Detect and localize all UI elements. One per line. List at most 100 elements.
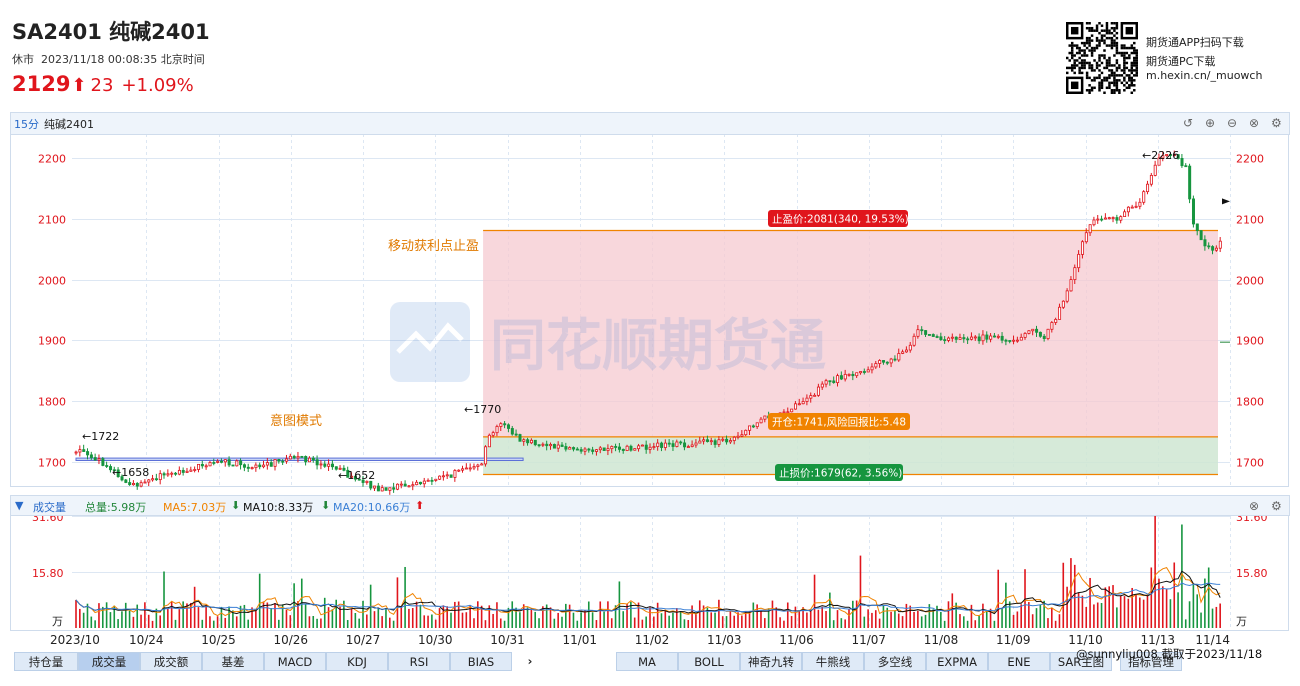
tab-3[interactable]: 成交额 — [140, 652, 202, 671]
period-selector[interactable]: 15分 — [14, 118, 39, 131]
promo-url[interactable]: m.hexin.cn/_muowch — [1146, 69, 1263, 82]
candle-body — [675, 441, 679, 447]
candle — [308, 456, 312, 463]
indicator-tab-9[interactable]: 指标管理 — [1120, 652, 1182, 671]
candle — [231, 464, 235, 467]
qr-module — [1128, 56, 1131, 60]
tab-2[interactable]: 成交量 — [78, 652, 140, 671]
qr-module — [1125, 46, 1129, 50]
undo-icon[interactable]: ↺ — [1183, 116, 1194, 130]
close-icon[interactable]: ⊗ — [1249, 116, 1260, 130]
candle — [1165, 154, 1169, 157]
qr-module — [1090, 51, 1094, 55]
qr-module — [1125, 51, 1129, 55]
qr-module — [1133, 46, 1136, 50]
qr-module — [1085, 74, 1089, 77]
candle-body — [977, 336, 981, 342]
candle-body — [128, 482, 132, 486]
candle — [273, 459, 277, 471]
qr-module — [1100, 86, 1104, 90]
qr-module — [1130, 66, 1134, 70]
candle — [1107, 216, 1111, 220]
candle — [751, 424, 755, 429]
y-tick-left: 1700 — [38, 457, 66, 470]
settings-icon[interactable]: ⚙ — [1271, 116, 1282, 130]
candle-body — [1115, 217, 1119, 221]
candle-body — [1088, 224, 1092, 234]
candle — [518, 433, 522, 442]
qr-module — [1115, 61, 1119, 65]
qr-module — [1103, 56, 1106, 60]
qr-module — [1095, 44, 1099, 47]
candle — [1084, 228, 1088, 244]
ma5-line — [75, 567, 1221, 617]
indicator-tab-6[interactable]: EXPMA — [926, 652, 988, 671]
candle — [1138, 198, 1142, 210]
tab-6[interactable]: KDJ — [326, 652, 388, 671]
qr-module — [1110, 31, 1114, 35]
indicator-tab-4[interactable]: 牛熊线 — [802, 652, 864, 671]
collapse-icon[interactable]: ▼ — [15, 499, 24, 512]
candle — [254, 462, 258, 472]
tab-4[interactable]: 基差 — [202, 652, 264, 671]
candle — [1153, 160, 1157, 177]
qr-module — [1123, 44, 1126, 47]
candle — [403, 480, 407, 487]
candle-body — [813, 394, 817, 397]
tab-7[interactable]: RSI — [388, 652, 450, 671]
qr-module — [1100, 39, 1104, 42]
indicator-tab-7[interactable]: ENE — [988, 652, 1050, 671]
qr-module — [1115, 41, 1119, 45]
qr-module — [1108, 84, 1111, 87]
qr-module — [1088, 64, 1091, 67]
candle-body — [568, 447, 572, 450]
candle-body — [824, 380, 828, 385]
qr-module — [1088, 49, 1091, 52]
candle-body — [920, 329, 924, 332]
qr-module — [1070, 54, 1074, 57]
candle — [970, 332, 974, 341]
qr-module — [1130, 91, 1134, 94]
tab-1[interactable]: 持仓量 — [14, 652, 78, 671]
tab-5[interactable]: MACD — [264, 652, 326, 671]
candle-body — [1031, 328, 1035, 332]
candle-body — [1199, 230, 1203, 241]
candle — [227, 456, 231, 468]
qr-module — [1133, 84, 1136, 87]
close-icon[interactable]: ⊗ — [1249, 499, 1260, 513]
candle-body — [468, 467, 472, 470]
candle — [671, 440, 675, 451]
candle — [916, 325, 920, 339]
qr-module — [1105, 61, 1109, 65]
qr-module — [1080, 61, 1084, 65]
qr-module — [1113, 26, 1116, 30]
candle — [610, 445, 614, 454]
indicator-tab-3[interactable]: 神奇九转 — [740, 652, 802, 671]
indicator-tab-5[interactable]: 多空线 — [864, 652, 926, 671]
volume-label[interactable]: 成交量 — [33, 501, 66, 514]
candle-body — [648, 446, 652, 450]
chevron-right-icon[interactable]: › — [527, 654, 533, 668]
candle — [181, 467, 185, 476]
candle — [679, 440, 683, 445]
candle — [235, 459, 239, 467]
qr-module — [1135, 61, 1138, 65]
y-tick-right: 1900 — [1236, 335, 1264, 348]
candle — [1050, 321, 1054, 333]
candle — [1065, 288, 1069, 304]
indicator-tab-1[interactable]: MA — [616, 652, 678, 671]
qr-module — [1083, 49, 1086, 52]
qr-module — [1088, 36, 1091, 40]
candle-body — [1015, 339, 1019, 342]
x-tick-label: 11/06 — [779, 633, 814, 647]
settings-icon[interactable]: ⚙ — [1271, 499, 1282, 513]
candle — [882, 360, 886, 365]
tab-8[interactable]: BIAS — [450, 652, 512, 671]
indicator-tab-8[interactable]: SAR主图 — [1050, 652, 1112, 671]
candle — [74, 450, 78, 456]
indicator-tab-2[interactable]: BOLL — [678, 652, 740, 671]
zoom-in-icon[interactable]: ⊕ — [1205, 116, 1216, 130]
zoom-out-icon[interactable]: ⊖ — [1227, 116, 1238, 130]
candle — [989, 333, 993, 343]
